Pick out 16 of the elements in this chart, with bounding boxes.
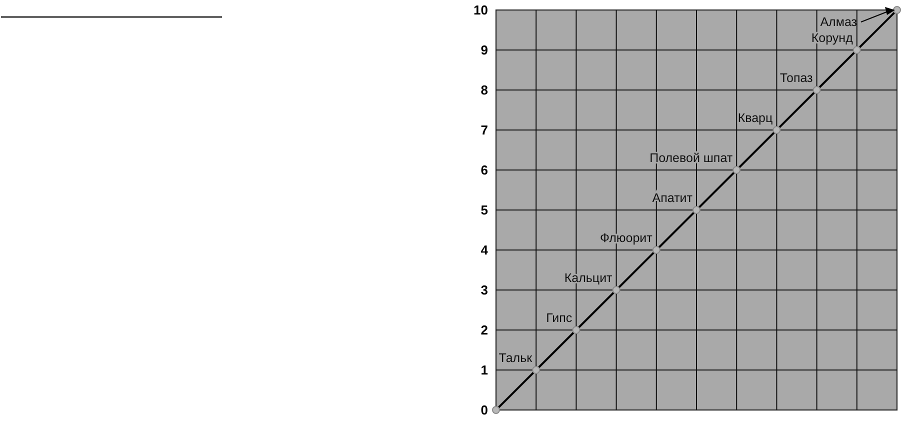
annotation: Алмаз xyxy=(820,15,858,29)
annotation: Тальк xyxy=(498,351,533,365)
y-tick-label: 0 xyxy=(480,402,488,418)
y-tick-label: 6 xyxy=(480,162,488,178)
y-tick-label: 4 xyxy=(480,242,489,258)
y-tick-label: 8 xyxy=(480,82,488,98)
y-tick-label: 3 xyxy=(480,282,488,298)
y-tick-label: 7 xyxy=(480,122,488,138)
y-tick-label: 1 xyxy=(480,362,488,378)
annotation: Кварц xyxy=(738,111,773,125)
annotation: Гипс xyxy=(546,311,572,325)
y-tick-label: 2 xyxy=(480,322,488,338)
annotation: Топаз xyxy=(780,71,814,85)
y-tick-label: 5 xyxy=(480,202,488,218)
y-tick-label: 9 xyxy=(480,42,488,58)
y-tick-label: 10 xyxy=(474,2,488,18)
